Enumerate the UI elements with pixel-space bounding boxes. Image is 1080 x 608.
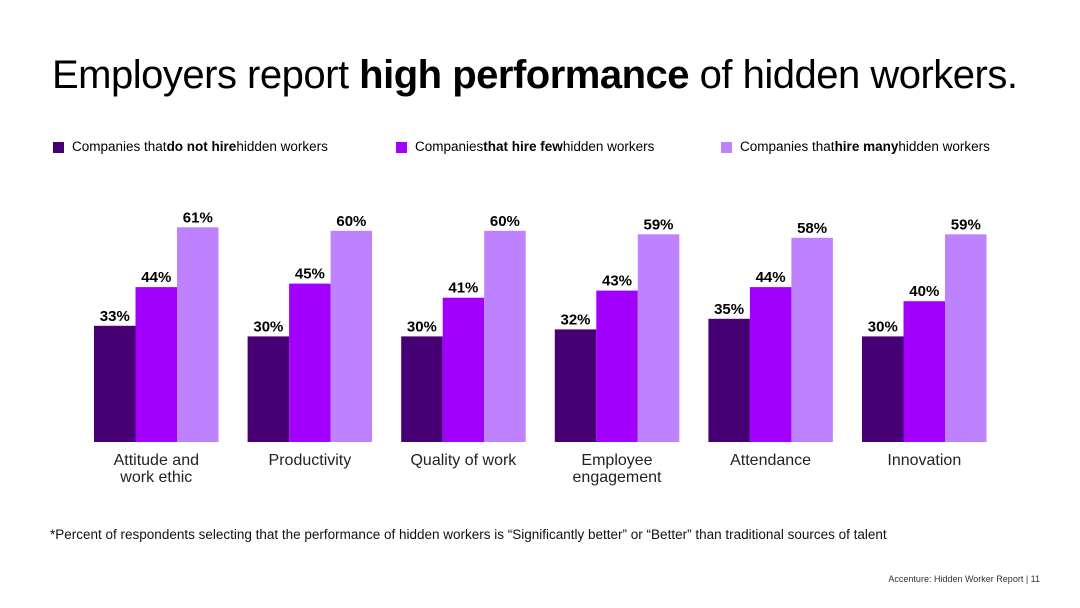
category-label: Quality of work (410, 452, 517, 469)
legend-item-hire-few: Companies that hire few hidden workers (396, 138, 654, 156)
title-suffix: of hidden workers. (689, 53, 1018, 97)
legend-item-hire-many: Companies that hire many hidden workers (721, 138, 990, 156)
legend-swatch-hire-few (396, 141, 407, 153)
footnote: *Percent of respondents selecting that t… (50, 527, 887, 542)
data-label: 43% (602, 273, 632, 290)
data-label: 59% (643, 216, 673, 233)
legend-text-bold: that hire few (483, 139, 563, 154)
data-label: 33% (100, 308, 130, 325)
title-bold: high performance (359, 53, 690, 97)
data-label: 30% (253, 318, 283, 335)
category-label: engagement (573, 469, 663, 486)
bar (554, 329, 597, 442)
data-label: 44% (141, 269, 171, 286)
bar (135, 287, 177, 442)
legend-swatch-do-not-hire (53, 141, 64, 153)
bar (903, 301, 945, 442)
data-label: 35% (714, 301, 744, 318)
bar (330, 230, 373, 442)
bar (442, 297, 485, 442)
legend-text-pre: Companies (415, 139, 484, 154)
category-label: Employee (581, 452, 652, 469)
data-label: 30% (407, 318, 437, 335)
legend-text-post: hidden workers (562, 139, 655, 154)
category-label: work ethic (119, 469, 192, 486)
bar (862, 336, 904, 442)
data-label: 60% (490, 213, 520, 230)
legend-text-post: hidden workers (236, 139, 328, 154)
title-prefix: Employers report (52, 53, 360, 97)
legend-text-pre: Companies that (72, 139, 167, 154)
category-label: Attitude and (114, 452, 199, 469)
category-label: Attendance (730, 452, 811, 469)
data-label: 61% (183, 209, 213, 226)
legend-item-do-not-hire: Companies that do not hire hidden worker… (53, 138, 328, 156)
category-label: Innovation (887, 452, 961, 469)
data-label: 44% (756, 269, 786, 286)
legend-swatch-hire-many (721, 141, 732, 153)
bar (289, 283, 331, 442)
bar (247, 336, 290, 442)
legend-text-pre: Companies that (740, 139, 835, 154)
data-label: 59% (951, 216, 981, 233)
data-label: 41% (448, 280, 478, 297)
data-label: 60% (336, 213, 366, 230)
data-label: 30% (868, 318, 898, 335)
data-label: 32% (560, 311, 590, 328)
bar (596, 290, 638, 442)
legend-text-bold: do not hire (166, 139, 237, 154)
legend-text-bold: hire many (834, 139, 899, 154)
bar (637, 234, 680, 442)
bar (708, 318, 750, 442)
page-footer: Accenture: Hidden Worker Report | 11 (888, 574, 1040, 584)
data-label: 40% (909, 283, 939, 300)
chart-title: Employers report high performance of hid… (52, 50, 1062, 100)
bar (94, 325, 136, 442)
bar (177, 227, 219, 442)
bar (945, 234, 987, 442)
data-label: 58% (797, 220, 827, 237)
data-label: 45% (295, 266, 325, 283)
bar (791, 237, 833, 442)
category-label: Productivity (269, 452, 352, 469)
legend: Companies that do not hire hidden worker… (0, 138, 1080, 160)
bar (401, 336, 443, 442)
bar (749, 287, 792, 442)
legend-text-post: hidden workers (898, 139, 990, 154)
bar (484, 230, 526, 442)
